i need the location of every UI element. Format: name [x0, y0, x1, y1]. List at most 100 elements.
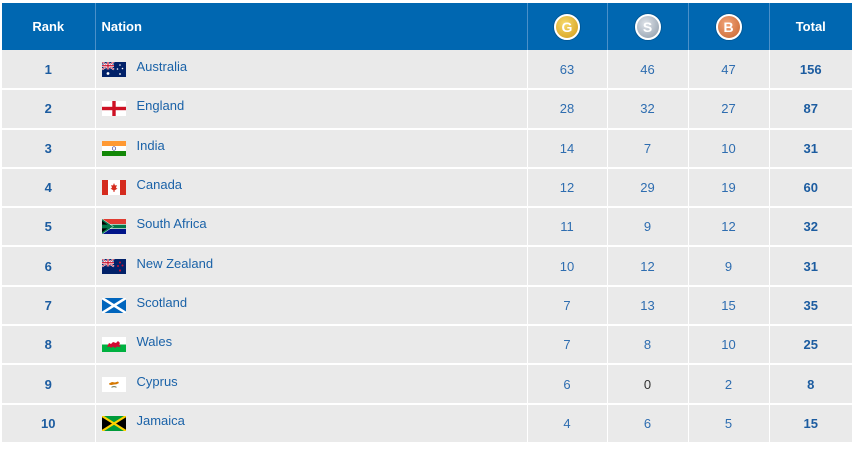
- total-count: 32: [803, 219, 818, 235]
- gold-count: 6: [527, 364, 608, 404]
- silver-count: 9: [607, 207, 689, 247]
- table-row[interactable]: 1 Australia 63 46 47 156: [2, 50, 852, 90]
- england-flag-icon: [101, 101, 126, 117]
- gold-count: 10: [527, 246, 608, 286]
- nation-cell[interactable]: New Zealand: [95, 246, 528, 286]
- gold-header[interactable]: G: [527, 3, 608, 50]
- cyprus-flag-icon: [101, 376, 126, 392]
- medal-table-container: Rank Nation G S B Total 1 Australia: [2, 3, 852, 444]
- table-header-row: Rank Nation G S B Total: [2, 3, 852, 50]
- total-count: 31: [803, 140, 818, 156]
- rank-cell: 6: [2, 246, 96, 286]
- total-count: 31: [803, 258, 818, 274]
- table-row[interactable]: 3 India 14 7 10 31: [2, 128, 852, 168]
- table-row[interactable]: 6 New Zealand 10 12 9 31: [2, 246, 852, 286]
- gold-count: 11: [527, 207, 608, 247]
- rank-cell: 2: [2, 89, 96, 129]
- table-row[interactable]: 7 Scotland 7 13 15 35: [2, 285, 852, 326]
- nation-cell[interactable]: Cyprus: [95, 364, 528, 404]
- south-africa-flag-icon: [101, 219, 126, 235]
- rank-cell: 1: [2, 50, 96, 90]
- silver-count: 32: [607, 89, 689, 129]
- india-flag-icon: [101, 140, 126, 156]
- bronze-count: 10: [688, 128, 770, 168]
- gold-count: 14: [527, 128, 608, 168]
- table-row[interactable]: 2 England 28 32 27 87: [2, 89, 852, 129]
- gold-medal-icon: G: [554, 13, 580, 40]
- silver-count: 46: [607, 50, 689, 90]
- bronze-medal-icon: B: [715, 13, 742, 40]
- table-row[interactable]: 9 Cyprus 6 0 2 8: [2, 364, 852, 404]
- gold-count: 28: [527, 89, 608, 129]
- rank-cell: 9: [2, 364, 96, 404]
- nation-name[interactable]: Australia: [136, 58, 188, 74]
- table-row[interactable]: 4 Canada 12 29 19 60: [2, 167, 852, 208]
- rank-cell: 5: [2, 207, 96, 247]
- nation-header[interactable]: Nation: [95, 3, 528, 50]
- silver-count: 6: [607, 403, 689, 443]
- gold-count: 7: [527, 325, 608, 365]
- new-zealand-flag-icon: [101, 258, 126, 274]
- bronze-header[interactable]: B: [688, 3, 770, 50]
- table-row[interactable]: 10 Jamaica 4 6 5 15: [2, 403, 852, 443]
- nation-name[interactable]: England: [136, 98, 185, 114]
- silver-count: 12: [607, 246, 689, 286]
- bronze-count: 12: [688, 207, 770, 247]
- jamaica-flag-icon: [101, 415, 126, 431]
- nation-cell[interactable]: Wales: [95, 325, 528, 365]
- total-count: 15: [803, 415, 818, 431]
- rank-cell: 8: [2, 325, 96, 365]
- total-count: 25: [803, 337, 818, 353]
- nation-name[interactable]: Wales: [136, 334, 173, 350]
- bronze-count: 2: [688, 364, 770, 404]
- rank-cell: 10: [2, 403, 96, 443]
- gold-count: 4: [527, 403, 608, 443]
- wales-flag-icon: [101, 337, 126, 353]
- table-row[interactable]: 8 Wales 7 8 10 25: [2, 325, 852, 365]
- bronze-count: 9: [688, 246, 770, 286]
- silver-medal-icon: S: [634, 13, 661, 40]
- gold-count: 7: [527, 285, 608, 326]
- silver-count: 13: [607, 285, 689, 326]
- nation-name[interactable]: Cyprus: [136, 373, 178, 389]
- gold-count: 63: [527, 50, 608, 90]
- nation-cell[interactable]: England: [95, 89, 528, 129]
- nation-name[interactable]: South Africa: [136, 216, 207, 232]
- medal-table: Rank Nation G S B Total 1 Australia: [2, 3, 852, 444]
- table-row[interactable]: 5 South Africa 11 9 12 32: [2, 207, 852, 247]
- bronze-count: 5: [688, 403, 770, 443]
- total-count: 60: [803, 180, 818, 196]
- total-header[interactable]: Total: [795, 19, 826, 34]
- nation-name[interactable]: Canada: [136, 177, 183, 193]
- rank-cell: 7: [2, 285, 96, 326]
- rank-cell: 3: [2, 128, 96, 168]
- canada-flag-icon: [101, 180, 126, 196]
- nation-cell[interactable]: South Africa: [95, 207, 528, 247]
- australia-flag-icon: [101, 61, 126, 77]
- scotland-flag-icon: [101, 297, 126, 313]
- silver-count: 8: [607, 325, 689, 365]
- bronze-count: 15: [688, 285, 770, 326]
- bronze-count: 27: [688, 89, 770, 129]
- nation-cell[interactable]: Canada: [95, 167, 528, 208]
- silver-header[interactable]: S: [607, 3, 689, 50]
- gold-count: 12: [527, 167, 608, 208]
- nation-name[interactable]: Scotland: [136, 294, 188, 310]
- nation-name[interactable]: India: [136, 137, 165, 153]
- nation-cell[interactable]: Australia: [95, 50, 528, 90]
- total-count: 35: [803, 297, 818, 313]
- silver-count: 0: [607, 364, 689, 404]
- total-count: 156: [799, 61, 822, 77]
- total-count: 87: [803, 101, 818, 117]
- bronze-count: 19: [688, 167, 770, 208]
- total-count: 8: [807, 376, 815, 392]
- silver-count: 29: [607, 167, 689, 208]
- nation-name[interactable]: New Zealand: [136, 255, 214, 271]
- bronze-count: 10: [688, 325, 770, 365]
- rank-header[interactable]: Rank: [2, 3, 96, 50]
- nation-cell[interactable]: India: [95, 128, 528, 168]
- silver-count: 7: [607, 128, 689, 168]
- nation-cell[interactable]: Scotland: [95, 285, 528, 326]
- nation-cell[interactable]: Jamaica: [95, 403, 528, 443]
- nation-name[interactable]: Jamaica: [136, 412, 185, 428]
